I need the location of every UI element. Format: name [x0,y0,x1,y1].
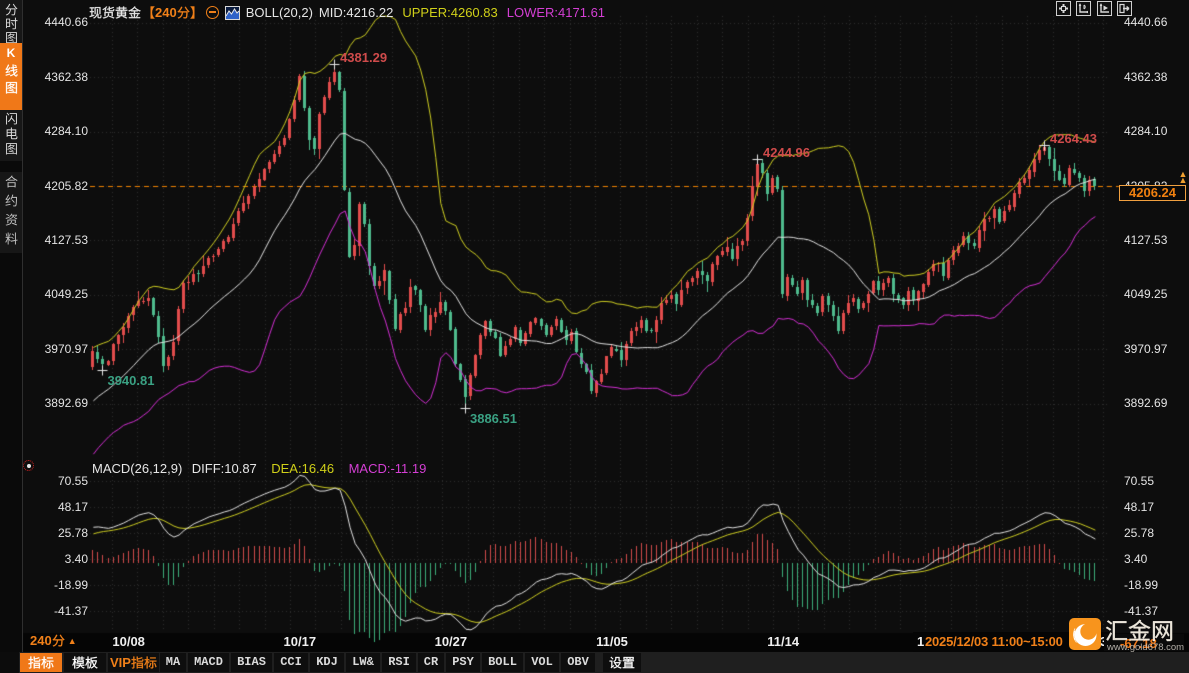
status-prefix: 1 [917,634,925,649]
macd-axis-label-left: 48.17 [57,499,88,514]
toolbar-button-btn1[interactable] [64,653,106,672]
price-extreme-label: 3940.81 [107,373,155,389]
current-bar-status: 1 2025/12/03 11:00~15:00 3 [913,632,1110,652]
boll-settings-label: BOLL(20,2) [245,5,313,20]
toolbar-button-btn0[interactable] [20,653,62,672]
macd-axis-label-right: 25.78 [1124,525,1155,540]
indicator-mini-icon[interactable] [224,5,240,20]
macd-axis-label-left: 25.78 [57,525,88,540]
sidebar-tab-2[interactable]: K [0,43,22,110]
last-price-tag: 4206.24 [1119,185,1186,201]
huijin-logo-icon [1069,618,1101,650]
price-extreme-label: 4264.43 [1050,131,1097,147]
period-indicator[interactable]: 240 ▲ [30,633,77,648]
macd-axis-label-left: 3.40 [64,551,88,566]
collapse-arrow-icon: ▲ [67,636,77,646]
macd-axis-label-right: 3.40 [1124,551,1148,566]
price-extreme-label: 4381.29 [340,50,388,65]
toolbar-button-OBV[interactable]: OBV [561,653,595,672]
macd-axis-label-right: 48.17 [1124,499,1155,514]
y-axis-scale-icon[interactable] [1076,1,1092,16]
date-axis-label: 11/05 [596,634,628,649]
date-axis-row: 240▲ 1 2025/12/03 11:00~15:00 3 10/08 10/… [23,632,1189,652]
price-axis-label-left: 4362.38 [44,69,88,84]
symbol-name [89,5,141,20]
toolbar-button-LW[interactable]: LW& [346,653,380,672]
status-datetime: 2025/12/03 11:00~15:00 [925,634,1063,649]
macd-axis-label-left: -18.99 [53,577,88,592]
price-axis-label-left: 3892.69 [44,396,88,411]
period-badge[interactable]: 240 [142,5,203,20]
macd-axis-label-right: -18.99 [1124,577,1159,592]
boll-mid-value: MID:4216.22 [318,5,394,20]
macd-macd-value: MACD:-11.19 [348,461,427,476]
macd-settings-label: MACD(26,12,9) [92,461,183,476]
price-axis-label-right: 3970.97 [1124,341,1168,356]
macd-axis-label-right: 70.55 [1124,473,1155,488]
chart-scale-toolbar [1056,1,1133,16]
macd-header: MACD(26,12,9) DIFF:10.87 DEA:16.46 MACD:… [92,461,426,476]
toolbar-button-CR[interactable]: CR [418,653,444,672]
price-axis-label-right: 4049.25 [1124,287,1168,302]
macd-dea-value: DEA:16.46 [271,461,335,476]
price-extreme-label: 4244.96 [763,144,811,160]
toolbar-button-VOL[interactable]: VOL [525,653,559,672]
sidebar-tab-3[interactable] [0,110,22,161]
watermark-site-text: www.gold678.com [1107,642,1185,653]
boll-lower-value: LOWER:4171.61 [506,5,606,20]
pan-icon[interactable] [1056,1,1071,16]
date-axis-label: 10/08 [112,634,145,649]
toolbar-button-KDJ[interactable]: KDJ [310,653,344,672]
price-axis-label-left: 4127.53 [44,232,88,247]
watermark-brand-text [1105,618,1174,645]
macd-axis-label-right: -41.37 [1124,603,1159,618]
price-axis-label-left: 4205.82 [44,178,88,193]
toolbar-button-MA[interactable]: MA [160,653,186,672]
zoom-out-icon[interactable] [205,6,219,19]
toolbar-button-BIAS[interactable]: BIAS [231,653,272,672]
price-axis-label-right: 4284.10 [1124,124,1168,139]
price-axis-label-right: 4362.38 [1124,69,1168,84]
chart-type-sidebar: K [0,0,23,673]
toolbar-button-RSI[interactable]: RSI [382,653,416,672]
toolbar-button-VIP[interactable]: VIP [108,653,159,672]
macd-diff-value: DIFF:10.87 [191,461,257,476]
toolbar-button-BOLL[interactable]: BOLL [482,653,523,672]
macd-axis-label-left: -41.37 [53,603,88,618]
price-axis-label-left: 4440.66 [44,15,88,30]
price-axis-label-right: 3892.69 [1124,396,1168,411]
sidebar-divider [22,0,23,673]
chart-header: 240 BOLL(20,2) MID:4216.22 UPPER:4260.83… [89,5,605,20]
price-axis-label-left: 3970.97 [44,341,88,356]
indicator-pane-toggle-icon[interactable] [23,460,34,471]
toolbar-button-PSY[interactable]: PSY [446,653,480,672]
sidebar-tab-1[interactable] [0,0,22,47]
date-axis-label: 10/17 [283,634,317,649]
date-axis-label: 10/27 [434,634,468,649]
toolbar-button-btn15[interactable] [603,653,641,672]
exit-scale-icon[interactable] [1117,1,1133,16]
toolbar-notch [0,652,19,673]
price-axis-label-right: 4127.53 [1124,232,1168,247]
date-axis-label: 11/14 [767,634,800,649]
macd-axis-label-left: 70.55 [57,473,88,488]
sidebar-tab-4[interactable] [0,172,22,253]
toolbar-button-MACD[interactable]: MACD [188,653,229,672]
price-extreme-label: 3886.51 [469,410,517,426]
boll-upper-value: UPPER:4260.83 [402,5,498,20]
toolbar-button-CCI[interactable]: CCI [274,653,308,672]
auto-scale-icon[interactable] [1096,1,1112,16]
price-axis-label-right: 4440.66 [1124,15,1168,30]
indicator-toolbar: VIP MA MACD BIAS CCI KDJ LW& RSI CR PSY BOLL VOL OBV [0,652,1189,673]
status-suffix: 3 [1100,634,1107,649]
price-up-arrows-icon[interactable]: ▲ ▲ [1178,169,1188,185]
price-axis-label-left: 4284.10 [44,124,88,139]
price-axis-label-left: 4049.25 [44,287,88,302]
